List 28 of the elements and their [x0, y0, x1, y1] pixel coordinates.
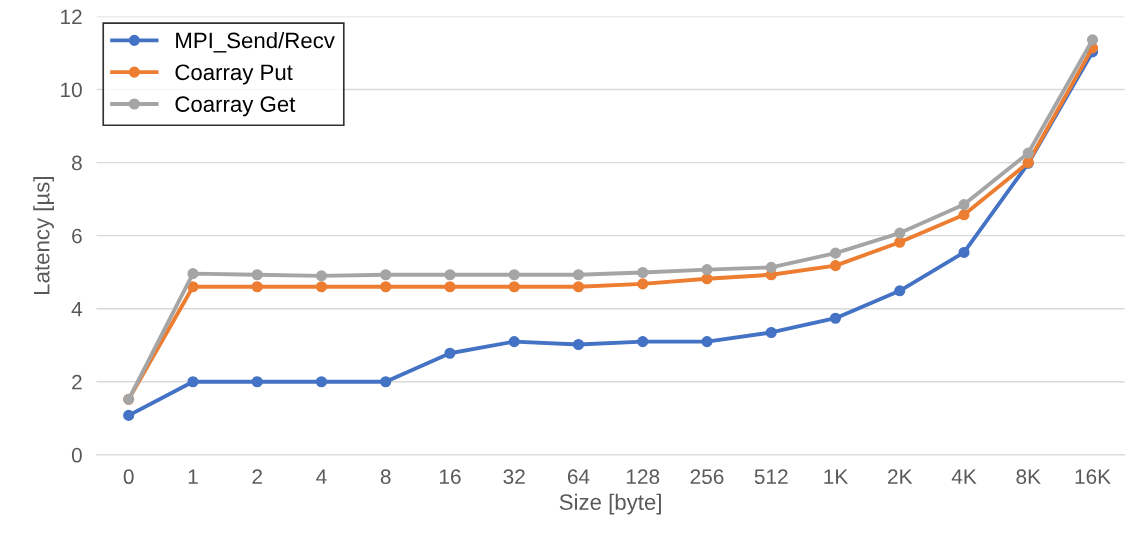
y-tick-label: 10	[61, 82, 82, 98]
x-tick-label: 16	[439, 469, 461, 485]
x-tick-label: 32	[503, 469, 525, 485]
x-tick-label: 4K	[951, 469, 977, 484]
legend-label: Coarray Put	[175, 64, 293, 85]
x-tick-label: 1	[188, 469, 198, 484]
y-tick-label: 0	[71, 447, 82, 463]
x-tick-label: 4	[316, 469, 327, 484]
legend-label: MPI_Send/Recv	[176, 32, 335, 53]
x-tick-label: 64	[567, 469, 590, 485]
legend-label: Coarray Get	[175, 96, 296, 117]
x-tick-label: 512	[754, 469, 788, 485]
x-tick-label: 8K	[1016, 469, 1041, 485]
x-tick-label: 16K	[1075, 469, 1111, 485]
y-axis-title: Latency [µs]	[33, 177, 54, 294]
x-tick-label: 0	[123, 469, 134, 485]
x-tick-label: 2	[252, 469, 262, 484]
x-tick-label: 2K	[888, 469, 913, 484]
y-tick-label: 2	[72, 374, 82, 390]
y-tick-label: 12	[61, 9, 82, 24]
x-tick-label: 256	[690, 469, 724, 485]
x-tick-label: 128	[626, 469, 660, 485]
x-axis-title: Size [byte]	[559, 493, 661, 515]
x-tick-label: 1K	[824, 469, 848, 484]
y-tick-label: 8	[71, 155, 82, 171]
x-tick-label: 8	[380, 469, 391, 485]
y-tick-label: 4	[71, 301, 83, 317]
y-tick-label: 6	[72, 228, 82, 244]
